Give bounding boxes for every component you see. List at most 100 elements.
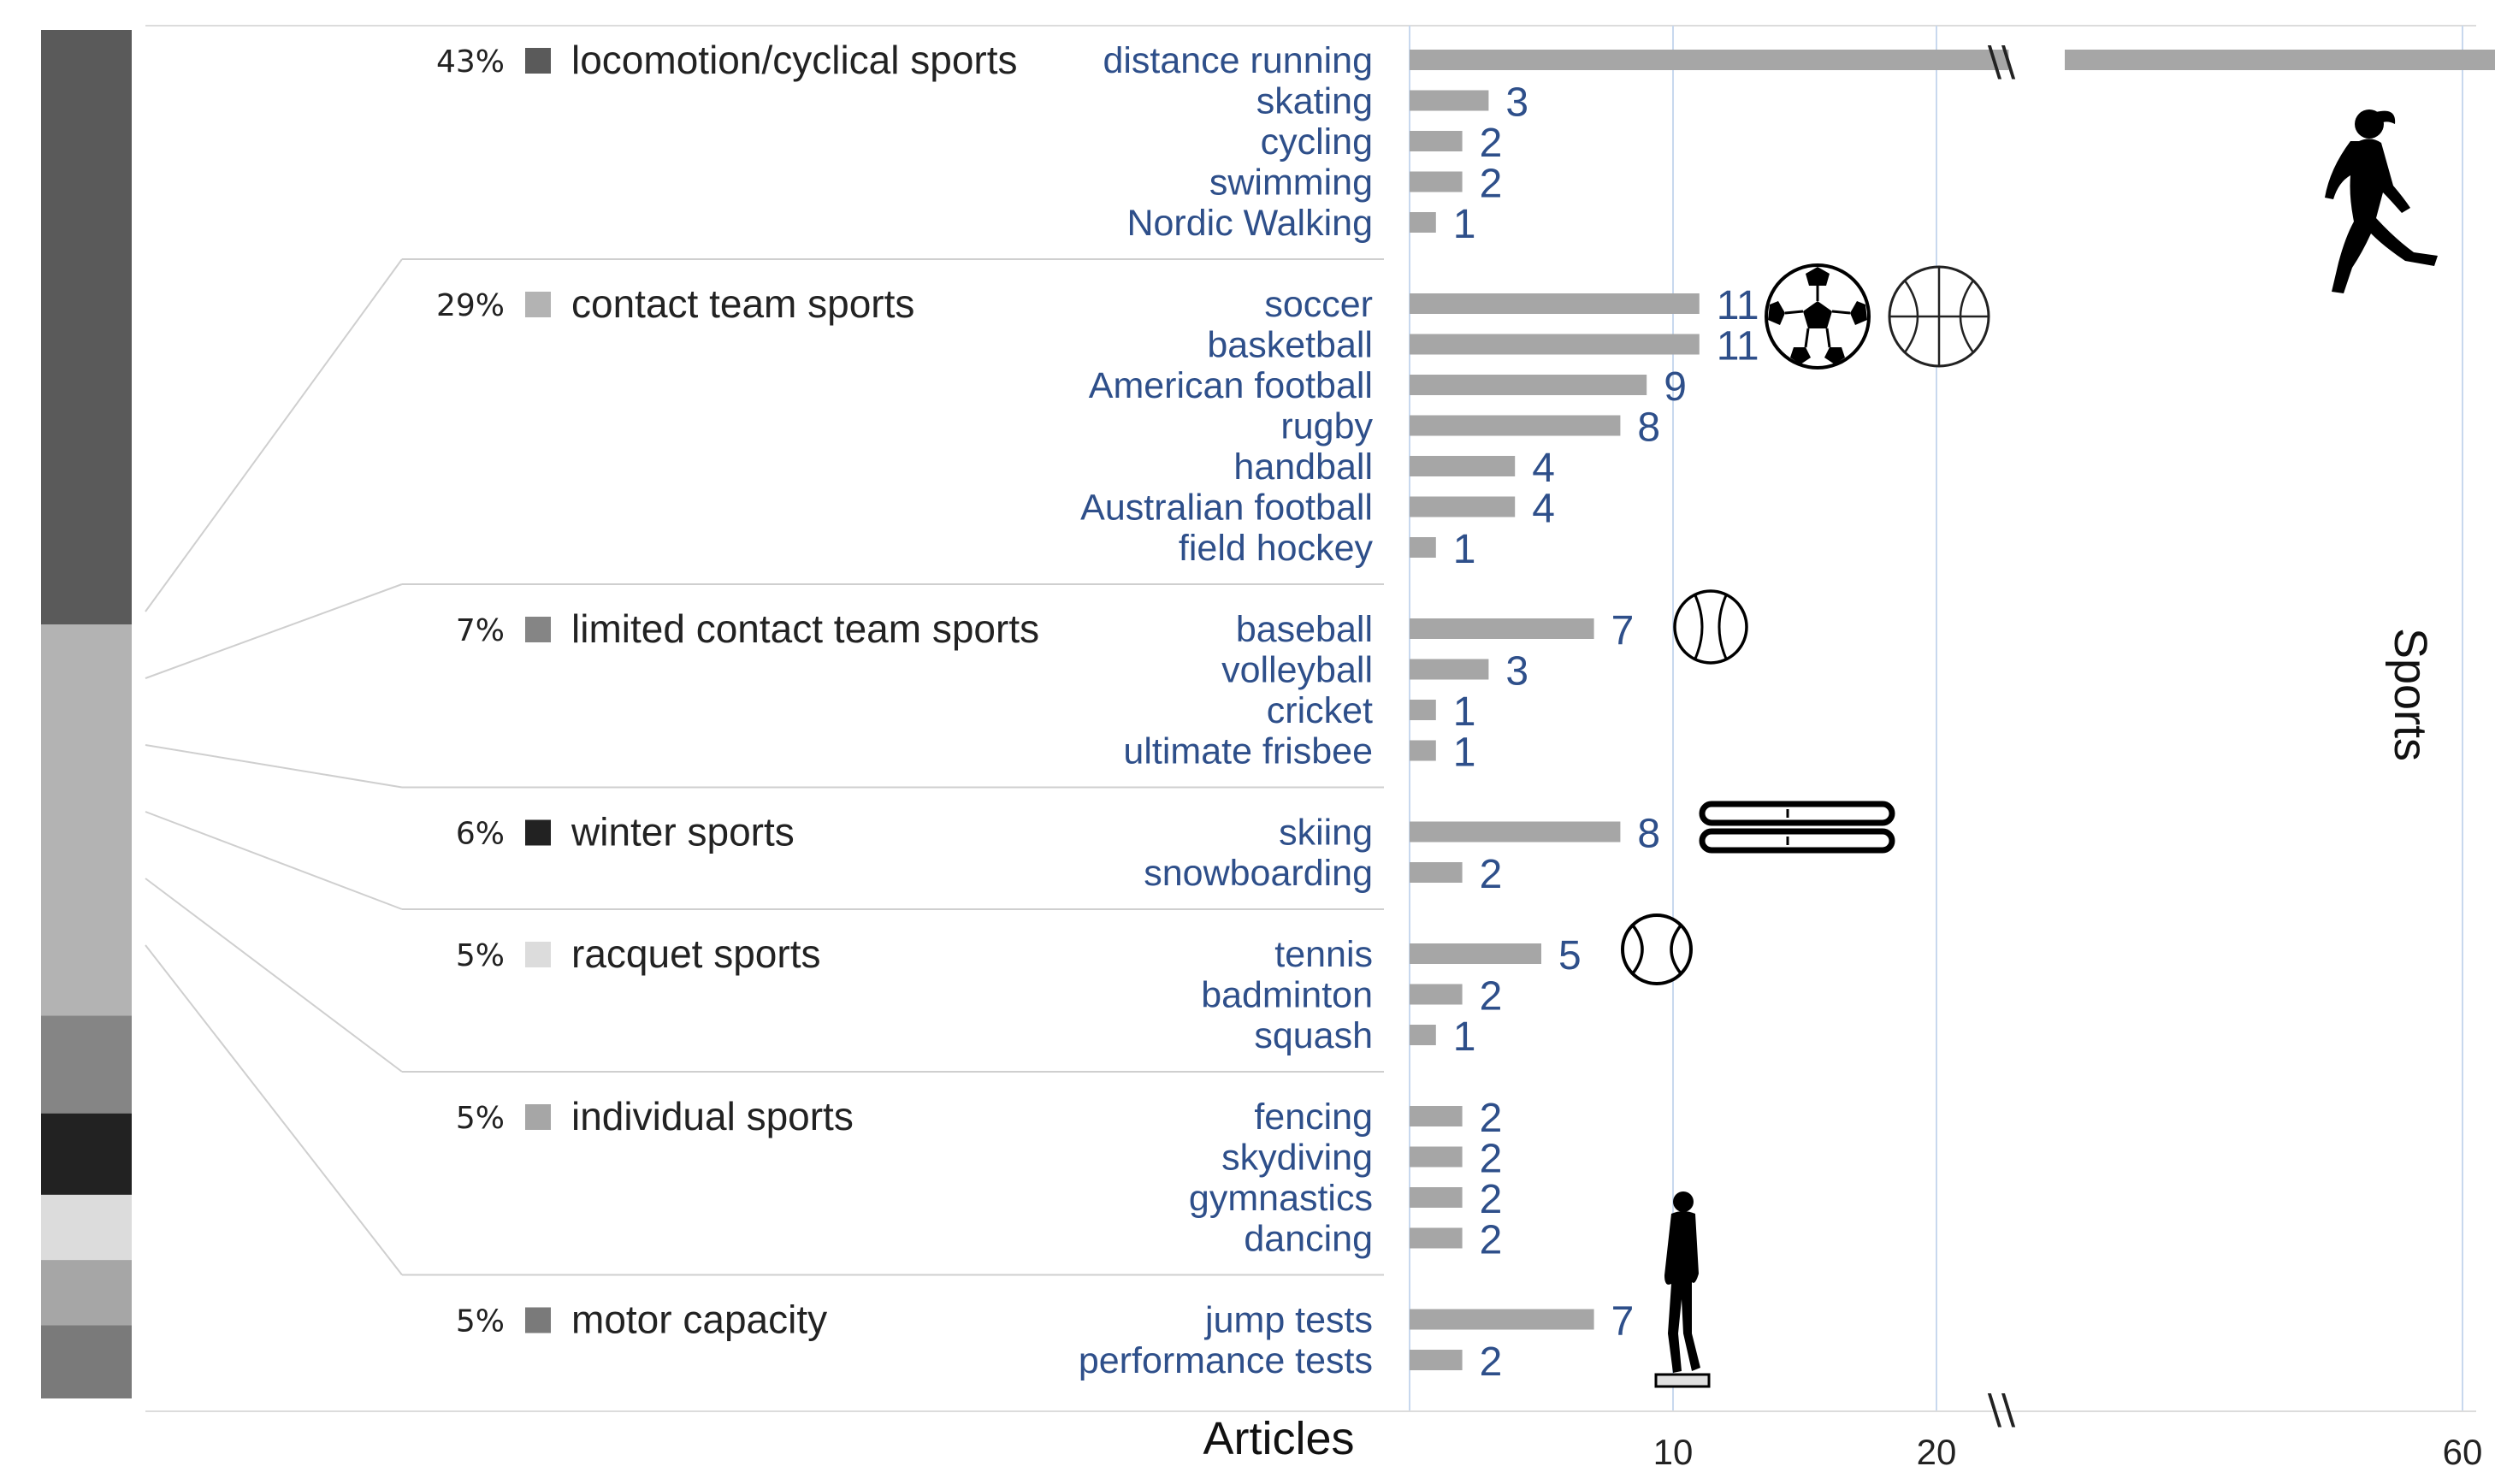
bar [1410,984,1463,1005]
x-tick-label: 10 [1653,1432,1694,1472]
group-name: contact team sports [571,281,914,326]
connector-line [145,878,403,1073]
bar-value-label: 2 [1480,1218,1503,1263]
bar-value-label: 2 [1480,1137,1503,1182]
group-swatch [525,292,551,317]
bar-value-label: 2 [1480,852,1503,897]
group-name: individual sports [571,1094,854,1138]
group-swatch [525,819,551,846]
sport-label: baseball [1236,609,1373,650]
bar-value-label: 2 [1480,974,1503,1020]
group-swatch [525,1104,551,1130]
bar-value-label: 2 [1480,162,1503,207]
sport-label: volleyball [1221,650,1373,691]
connector-line [145,583,403,679]
bar-value-label: 4 [1532,487,1555,532]
stack-segment [41,30,132,625]
sport-label: Nordic Walking [1126,203,1373,244]
sport-label: jump tests [1203,1300,1373,1341]
sport-label: snowboarding [1144,853,1373,894]
group-percent: 7% [456,613,505,648]
sport-label: tennis [1274,934,1373,975]
group-swatch [525,617,551,642]
bar-value-label: 2 [1480,1096,1503,1141]
group-percent: 6% [456,817,505,852]
sport-label: field hockey [1179,528,1374,569]
standing-person-icon [1654,1191,1711,1388]
bar [1410,375,1647,395]
connector-line [145,258,403,612]
bar [1410,1350,1463,1370]
basketball-icon [1888,265,1990,368]
bar [1410,334,1700,355]
bar-value-label: 11 [1717,283,1759,328]
connector-line [145,811,403,910]
group-percent: 5% [456,1304,505,1339]
bar [1410,618,1594,639]
bar-value-label: 5 [1558,933,1582,978]
bar-value-label: 1 [1453,202,1476,247]
sport-label: badminton [1201,975,1373,1016]
bar [1410,131,1463,151]
bar [1410,862,1463,883]
baseball-icon [1673,589,1748,665]
bars: \\653221111198441731182521222272 [1410,38,2495,1385]
sport-label: American football [1089,365,1373,406]
bar-value-label: 8 [1637,405,1660,451]
bar-value-label: 3 [1505,80,1528,126]
group-swatch [525,1307,551,1333]
bar [1410,537,1436,558]
right-axis-label: Sports [2385,628,2436,761]
category-groups: 43% locomotion/cyclical sports distance ru… [402,38,1384,1381]
sport-label: cricket [1267,690,1373,731]
bar-value-label: 1 [1453,527,1476,572]
x-tick-label: 20 [1917,1432,1957,1472]
bar-value-label: 2 [1480,1177,1503,1222]
connector-line [145,744,403,789]
sport-label: dancing [1244,1219,1373,1260]
group-name: winter sports [571,810,795,854]
sport-label: fencing [1254,1097,1373,1138]
group-percent: 29% [436,288,505,323]
group-swatch [525,48,551,74]
bar [1410,943,1541,964]
stack-segment [41,1260,132,1326]
bar-value-label: 4 [1532,446,1555,491]
bar [1410,415,1621,436]
bar [1410,456,1516,476]
sport-label: squash [1254,1015,1373,1056]
bar [1410,496,1516,517]
sport-label: cycling [1261,121,1373,163]
sport-label: skating [1256,81,1373,122]
stacked-proportion-bar [41,30,132,1398]
sport-label: skiing [1279,813,1373,854]
group-swatch [525,942,551,967]
sport-label: gymnastics [1189,1178,1373,1219]
bar-value-label: 2 [1480,1339,1503,1385]
bar [1410,90,1489,111]
sport-label: performance tests [1079,1340,1373,1381]
axis-break-mark: \\ [1988,1386,2016,1434]
bar-value-label: 9 [1664,364,1687,410]
sport-label: Australian football [1080,488,1373,529]
bar-value-label: 1 [1453,730,1476,776]
group-name: racquet sports [571,931,820,976]
sport-label: basketball [1207,325,1373,366]
connector-line [145,944,403,1276]
bar [1410,212,1436,233]
tennis-ball-icon [1621,913,1693,985]
bar [1410,171,1463,192]
bar-value-label: 1 [1453,689,1476,735]
x-axis: \\10206070ArticlesSports [145,628,2483,1472]
bar-value-label: 2 [1480,121,1503,166]
stack-segment [41,1194,132,1261]
stack-segment [41,1113,132,1195]
bar [1410,1025,1436,1045]
bar [1410,659,1489,680]
x-tick-label: 60 [2443,1432,2483,1472]
bar-value-label: 8 [1637,812,1660,857]
bar-value-label: 11 [1717,324,1759,370]
bar [2065,50,2495,70]
group-percent: 5% [456,938,505,973]
